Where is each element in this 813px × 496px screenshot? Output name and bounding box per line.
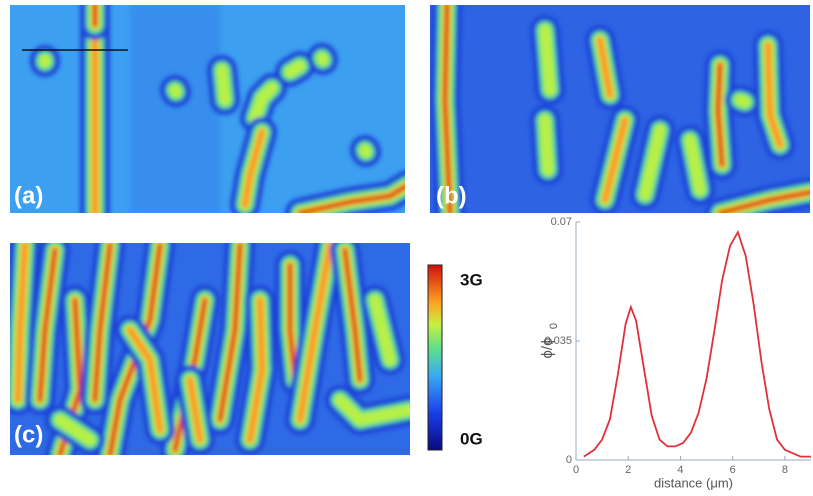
streak: [718, 190, 810, 213]
streak: [54, 414, 96, 446]
streak: [216, 64, 231, 106]
streak: [246, 296, 266, 444]
y-tick-label: 0: [566, 454, 572, 466]
streak: [14, 243, 29, 404]
y-tick-label: 0.035: [544, 335, 572, 347]
colorbar-max-label: 3G: [460, 270, 483, 289]
panel-label: (a): [14, 182, 43, 209]
field-map: [430, 5, 810, 213]
streak: [169, 84, 182, 98]
streak: [288, 263, 297, 382]
streak: [539, 24, 556, 96]
x-tick-label: 4: [677, 464, 683, 476]
streak: [241, 128, 266, 209]
streak: [126, 326, 164, 434]
field-map: [10, 243, 410, 455]
panel-label: (c): [14, 421, 43, 448]
streak: [334, 394, 410, 426]
streak: [764, 41, 784, 149]
streak: [369, 294, 396, 366]
streak: [343, 248, 362, 382]
streak: [684, 134, 706, 196]
streak: [639, 124, 666, 201]
streak: [298, 184, 405, 213]
streak: [443, 5, 452, 213]
y-axis-label-text: ϕ/ϕ: [539, 338, 556, 359]
x-tick-label: 8: [782, 464, 788, 476]
panel-label: (b): [436, 182, 467, 209]
y-axis-label: ϕ/ϕ 0: [539, 323, 560, 359]
line-chart: 0 0.035 0.07 0 2 4 6 8 distance (μm) ϕ/ϕ 0: [539, 216, 811, 490]
x-tick-label: 0: [573, 464, 579, 476]
streak: [296, 243, 334, 424]
colorbar: [427, 264, 443, 451]
panel-a: [10, 5, 405, 213]
panel-b: [430, 5, 810, 213]
streak: [539, 114, 554, 176]
streak: [249, 82, 278, 124]
y-tick-label: 0.07: [551, 216, 572, 228]
streak: [596, 36, 614, 99]
streak: [734, 94, 751, 108]
colorbar-min-label: 0G: [460, 429, 483, 448]
x-axis-label: distance (μm): [654, 475, 733, 490]
streak: [93, 243, 112, 402]
streak: [716, 63, 724, 167]
x-tick-label: 6: [730, 464, 736, 476]
shade: [130, 5, 220, 213]
streak: [218, 243, 242, 422]
streak: [38, 248, 57, 402]
data-line: [583, 230, 811, 458]
streak: [284, 60, 306, 78]
x-tick-label: 2: [625, 464, 631, 476]
y-axis-label-subscript: 0: [548, 323, 560, 329]
streak: [359, 144, 372, 158]
streak: [316, 52, 329, 66]
streak: [186, 376, 204, 444]
streak: [601, 116, 629, 204]
field-map: [30, 5, 405, 213]
panel-c: [10, 243, 410, 455]
